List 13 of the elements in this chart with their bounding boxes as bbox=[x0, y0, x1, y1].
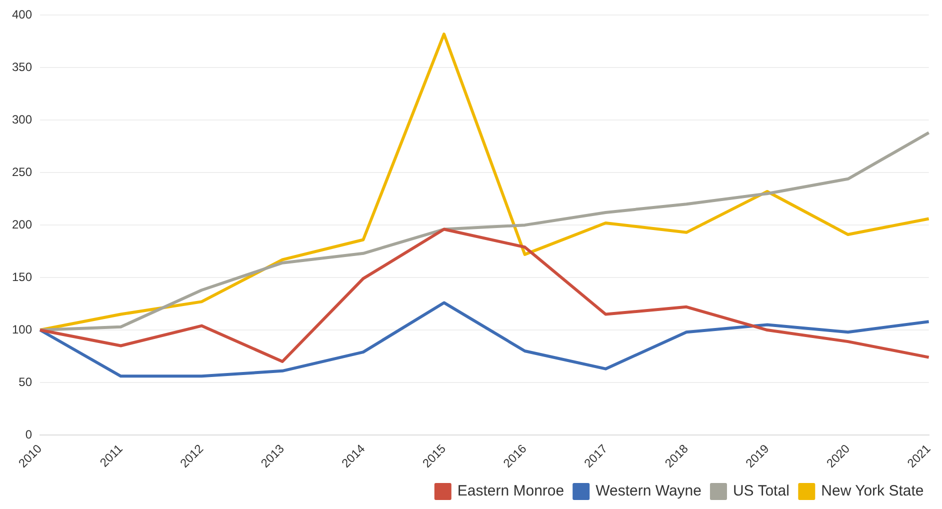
y-tick-label: 0 bbox=[25, 427, 32, 442]
y-tick-label: 150 bbox=[12, 270, 32, 284]
legend-label: New York State bbox=[821, 482, 924, 500]
y-tick-label: 300 bbox=[12, 112, 32, 126]
legend-label: US Total bbox=[732, 482, 790, 500]
y-tick-label: 100 bbox=[12, 322, 32, 336]
y-tick-label: 400 bbox=[12, 8, 32, 22]
y-tick-label: 200 bbox=[12, 217, 32, 232]
y-tick-label: 250 bbox=[12, 164, 32, 179]
y-tick-label: 50 bbox=[18, 374, 32, 389]
legend-label: Western Wayne bbox=[596, 482, 702, 500]
legend-label: Eastern Monroe bbox=[457, 482, 564, 500]
y-tick-label: 350 bbox=[12, 60, 32, 74]
